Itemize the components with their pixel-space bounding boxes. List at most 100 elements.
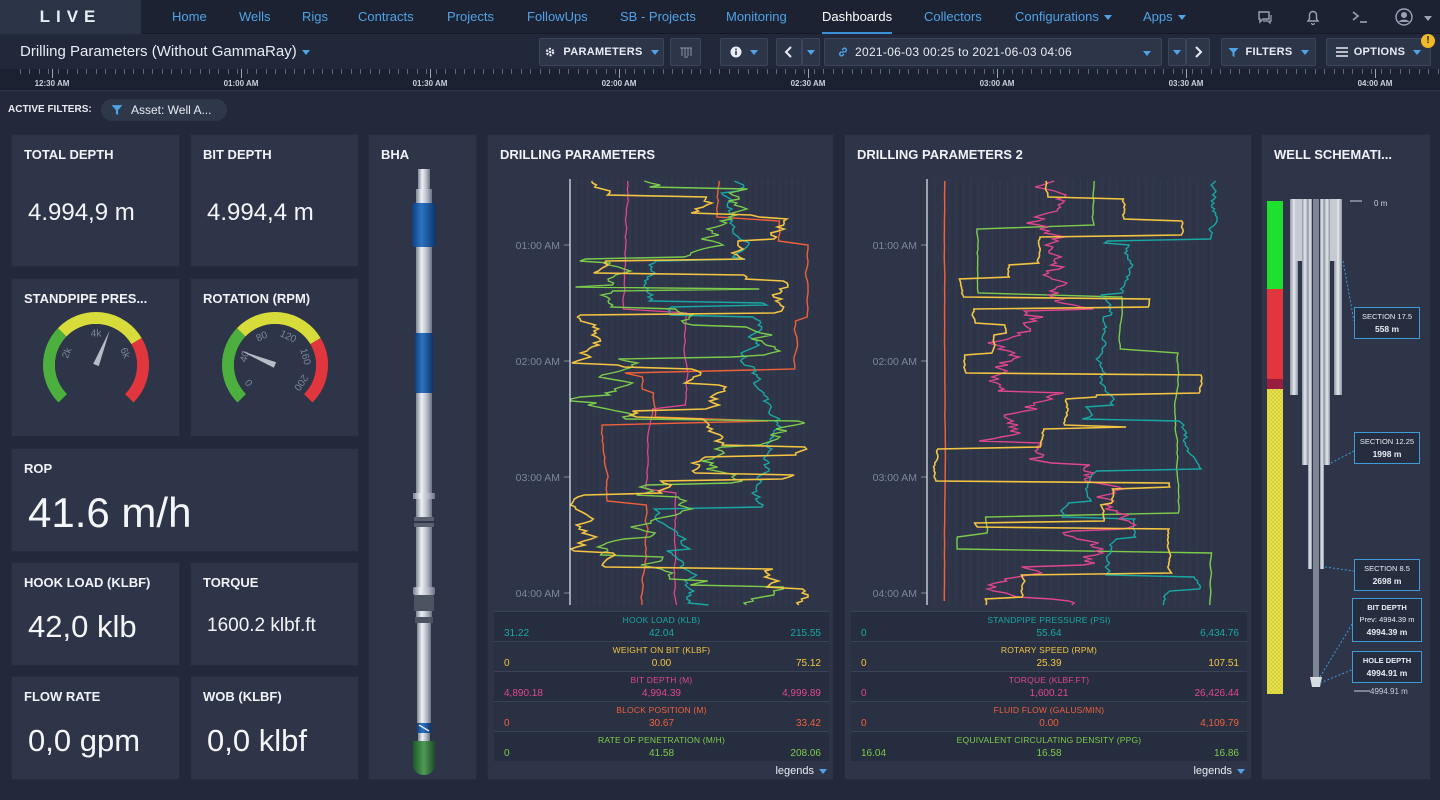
timeline-tick [123,69,125,74]
legend-min: 0 [861,688,867,699]
timeline-tick [435,69,437,74]
timeline-tick [1333,69,1335,74]
panel-title: DRILLING PARAMETERS [500,147,656,162]
timeline-tick [672,69,674,74]
gauge-needle [93,330,110,367]
hole-depth-label[interactable]: HOLE DEPTH 4994.91 m [1352,651,1422,683]
options-button[interactable]: OPTIONS [1326,38,1431,66]
timeline-tick [303,69,305,74]
prev-range-dropdown[interactable] [802,38,820,66]
timeline-tick [199,69,201,74]
nav-wells[interactable]: Wells [239,9,271,24]
legend-row[interactable]: TORQUE (KLBF.FT) 0 1,600.21 26,426.44 [851,671,1247,701]
dropdown-caret [1103,15,1112,21]
timeline-tick [889,69,891,74]
timeline-tick [454,69,456,74]
dashboard-title[interactable]: Drilling Parameters (Without GammaRay) [20,43,310,60]
gauge-band [236,312,321,345]
nav-configurations[interactable]: Configurations [1015,0,1112,34]
section-12-25-label[interactable]: SECTION 12.25 1998 m [1354,432,1420,464]
rop-tile: ROP 41.6 m/h [11,448,359,552]
nav-apps[interactable]: Apps [1143,0,1186,34]
rig-view-button[interactable] [670,38,701,66]
timeline-tick [1059,69,1061,74]
section-8-5-label[interactable]: SECTION 8.5 2698 m [1354,559,1420,591]
timeline-tick [1040,69,1042,74]
timeline-tick [312,69,314,74]
timeline-tick [1418,69,1420,74]
timeline-tick [57,69,59,74]
timeline-tick [719,69,721,74]
warning-badge[interactable]: ! [1421,34,1435,48]
parameters-button[interactable]: PARAMETERS [539,38,664,66]
prev-range-button[interactable] [776,38,802,66]
legend-name: FLUID FLOW (GALUS/MIN) [993,705,1105,715]
nav-projects[interactable]: Projects [447,9,494,24]
gauge-band [57,312,142,345]
time-navigator[interactable]: 12:30 AM 01:00 AM 01:30 AM 02:00 AM 02:30 AM… [0,69,1440,91]
user-menu-caret[interactable] [1424,16,1432,21]
date-range-selector[interactable]: 2021-06-03 00:25 to 2021-06-03 04:06 [824,38,1162,66]
timeline-tick [48,69,50,74]
timeline-label: 02:00 AM [601,79,637,88]
tile-title: HOOK LOAD (KLBF) [24,575,151,590]
timeline-label: 03:30 AM [1168,79,1204,88]
legend-row[interactable]: FLUID FLOW (GALUS/MIN) 0 0.00 4,109.79 [851,701,1247,731]
timeline-tick [1172,69,1174,74]
legend-max: 4,999.89 [782,688,821,699]
chart-trace [643,180,783,606]
nav-contracts[interactable]: Contracts [358,9,414,24]
chat-icon[interactable] [1255,7,1275,27]
timeline-tick [917,69,919,74]
next-range-dropdown[interactable] [1168,38,1186,66]
tile-title: TORQUE [203,575,259,590]
timeline-tick [492,69,494,74]
legend-name: STANDPIPE PRESSURE (PSI) [987,615,1111,625]
drilling-parameters-legend: HOOK LOAD (KLB) 31.22 42.04 215.55 WEIGHT ON… [488,611,835,761]
active-filters-bar: ACTIVE FILTERS: Asset: Well A... [0,97,1440,123]
filters-button[interactable]: FILTERS [1221,38,1316,66]
section-17-5-label[interactable]: SECTION 17.5 558 m [1354,307,1420,339]
tile-title: FLOW RATE [24,689,101,704]
legend-row[interactable]: STANDPIPE PRESSURE (PSI) 0 55.64 6,434.76 [851,611,1247,641]
legend-row[interactable]: EQUIVALENT CIRCULATING DENSITY (PPG) 16.0… [851,731,1247,761]
gauge-tick-label: 0 [243,377,255,388]
nav-dashboards[interactable]: Dashboards [822,0,893,34]
nav-followups[interactable]: FollowUps [527,9,588,24]
app-logo[interactable]: LIVE [0,0,141,34]
timeline-tick [747,69,749,74]
legend-row[interactable]: ROTARY SPEED (RPM) 0 25.39 107.51 [851,641,1247,671]
chart-y-tick-label: 04:00 AM [516,588,560,600]
bell-icon[interactable] [1303,7,1323,27]
legend-row[interactable]: BIT DEPTH (M) 4,890.18 4,994.39 4,999.89 [494,671,829,701]
bit-depth-label[interactable]: BIT DEPTH Prev: 4994.39 m 4994.39 m [1352,598,1422,642]
nav-collectors[interactable]: Collectors [924,9,982,24]
timeline-tick [946,69,948,74]
timeline-tick [152,69,154,74]
asset-filter-chip[interactable]: Asset: Well A... [101,99,227,121]
legend-row[interactable]: RATE OF PENETRATION (M/H) 0 41.58 208.06 [494,731,829,761]
legend-row[interactable]: WEIGHT ON BIT (KLBF) 0 0.00 75.12 [494,641,829,671]
timeline-tick [804,69,806,74]
legends-toggle[interactable]: legends [775,765,827,777]
list-icon [1335,47,1348,57]
nav-sb-projects[interactable]: SB - Projects [620,9,696,24]
timeline-tick [634,69,636,74]
user-icon[interactable] [1394,7,1414,27]
timeline-tick [218,69,220,74]
nav-monitoring[interactable]: Monitoring [726,9,787,24]
nav-rigs[interactable]: Rigs [302,9,329,24]
legends-toggle[interactable]: legends [1193,765,1245,777]
timeline-tick [133,69,135,74]
drilling-parameters-chart[interactable]: 01:00 AM 02:00 AM 03:00 AM 04:00 AM [488,175,835,609]
timeline-tick [1125,69,1127,74]
legend-row[interactable]: HOOK LOAD (KLB) 31.22 42.04 215.55 [494,611,829,641]
legend-row[interactable]: BLOCK POSITION (M) 0 30.67 33.42 [494,701,829,731]
timeline-tick [558,69,560,74]
nav-home[interactable]: Home [172,9,207,24]
terminal-icon[interactable] [1350,7,1370,27]
next-range-button[interactable] [1186,38,1210,66]
info-button[interactable] [720,38,768,66]
drilling-parameters-2-chart[interactable]: 01:00 AM 02:00 AM 03:00 AM 04:00 AM [845,175,1253,609]
drilling-parameters-2-panel: DRILLING PARAMETERS 2 01:00 AM 02:00 AM 03… [844,134,1252,780]
